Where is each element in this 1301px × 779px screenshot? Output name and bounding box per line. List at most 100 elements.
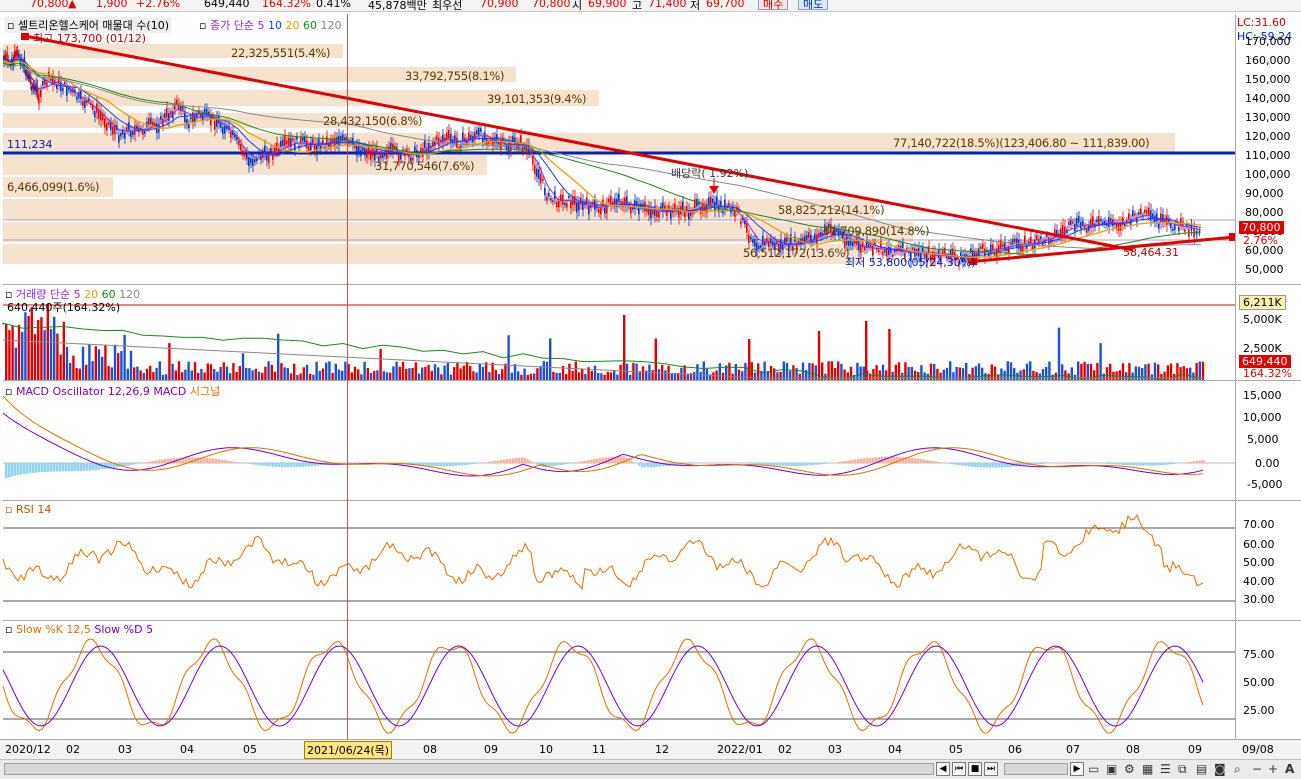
- candle-body: [388, 146, 390, 153]
- candle-body: [122, 130, 124, 135]
- macd-histogram-bar: [845, 460, 848, 463]
- price-axis: LC:31.60 HC:-59.24 170,000 160,000 150,000…: [1235, 14, 1301, 284]
- grid-icon[interactable]: ▤: [1196, 762, 1208, 776]
- candle-body: [52, 76, 54, 86]
- macd-histogram-bar: [758, 463, 761, 465]
- macd-histogram-bar: [650, 463, 653, 468]
- price-pane[interactable]: ▫ 셀트리온헬스케어 매물대 수(10) ▫ 종가 단순 5 10 20 60 …: [2, 14, 1237, 284]
- macd-histogram-bar: [26, 463, 29, 474]
- volume-bar: [590, 371, 593, 381]
- chart-type-icon[interactable]: ▦: [1142, 762, 1154, 776]
- candle-body: [746, 223, 748, 233]
- macd-histogram-bar: [1064, 462, 1067, 463]
- macd-histogram-bar: [1007, 463, 1010, 468]
- scroll-left-icon[interactable]: ◀: [936, 762, 950, 776]
- price-pane-title: ▫ 셀트리온헬스케어 매물대 수(10): [5, 17, 171, 33]
- candle-body: [1038, 238, 1040, 243]
- candle-body: [862, 242, 864, 248]
- macd-histogram-bar: [686, 463, 689, 465]
- zoom-in-icon[interactable]: ▣: [1106, 762, 1118, 776]
- plus-icon[interactable]: +: [1268, 762, 1279, 776]
- legend-box-icon: ▫: [5, 623, 13, 636]
- macd-histogram-bar: [179, 457, 182, 463]
- volume-bar: [1080, 363, 1083, 381]
- sell-button[interactable]: 매도: [798, 0, 829, 11]
- camera-icon[interactable]: ◙: [1214, 762, 1226, 776]
- price-tick: 100,000: [1245, 168, 1291, 181]
- candle-body: [54, 80, 56, 84]
- minus-icon[interactable]: −: [1252, 762, 1263, 776]
- candle-body: [574, 196, 576, 205]
- volume-bar: [965, 362, 968, 381]
- macd-histogram-bar: [545, 463, 548, 467]
- volume-bar: [120, 351, 123, 381]
- candle-body: [418, 154, 420, 158]
- volume-pane[interactable]: ▫ 거래량 단순 5 20 60 120 640,440주(164.32%): [2, 284, 1235, 381]
- candle-body: [598, 208, 600, 213]
- gear-icon[interactable]: ▫: [7, 19, 15, 32]
- candle-body: [62, 87, 64, 91]
- macd-histogram-bar: [458, 463, 461, 466]
- candle-body: [816, 234, 818, 245]
- candle-body: [470, 134, 472, 140]
- candle-body: [132, 131, 134, 136]
- stochastic-chart[interactable]: [2, 621, 1235, 740]
- candle-body: [16, 50, 19, 56]
- rsi-pane[interactable]: ▫ RSI 14: [2, 500, 1235, 621]
- price-tick: 130,000: [1245, 111, 1291, 124]
- candle-body: [658, 211, 660, 218]
- window-icon[interactable]: ⧉: [1178, 762, 1187, 776]
- x-label: 02: [778, 743, 792, 756]
- trend-anchor: [1229, 233, 1237, 241]
- volume-chart[interactable]: [2, 285, 1235, 381]
- stop-icon[interactable]: ■: [968, 762, 982, 776]
- macd-histogram-bar: [290, 463, 293, 468]
- candle-body: [606, 203, 608, 214]
- zoom-out-icon[interactable]: ▭: [1088, 762, 1100, 776]
- stochastic-pane[interactable]: ▫ Slow %K 12,5 Slow %D 5: [2, 620, 1235, 740]
- candle-body: [176, 99, 178, 105]
- page-right-icon[interactable]: ⏭: [984, 762, 998, 776]
- candle-body: [808, 232, 810, 239]
- volume-bar: [529, 373, 533, 381]
- volume-legend: ▫ 거래량 단순 5 20 60 120: [5, 288, 141, 301]
- volume-bar: [833, 367, 837, 381]
- price-chart[interactable]: [2, 14, 1237, 284]
- volume-tick: 5,000K: [1243, 313, 1282, 326]
- macd-pane[interactable]: ▫ MACD Oscillator 12,26,9 MACD 시그널: [2, 380, 1235, 501]
- macd-histogram-bar: [536, 463, 539, 465]
- candle-body: [200, 113, 202, 118]
- volume-bar: [510, 372, 513, 381]
- volume-bar: [497, 373, 501, 381]
- macd-histogram-bar: [17, 463, 20, 476]
- text-tool-icon[interactable]: A: [1285, 762, 1295, 776]
- macd-histogram-bar: [800, 463, 803, 466]
- candle-body: [880, 241, 882, 249]
- buy-button[interactable]: 매수: [758, 0, 789, 11]
- candle-body: [1124, 223, 1126, 226]
- volume-bar: [1009, 362, 1013, 381]
- volume-value: 649,440: [204, 0, 250, 10]
- page-left-icon[interactable]: ⏮: [952, 762, 966, 776]
- scroll-right-icon[interactable]: ▶: [1070, 762, 1084, 776]
- rsi-axis: 70.00 60.00 50.00 40.00 30.00: [1235, 500, 1301, 620]
- candle-body: [958, 262, 960, 267]
- candle-body: [1076, 218, 1078, 226]
- zoom-slider[interactable]: [1004, 763, 1068, 775]
- settings-icon[interactable]: ⚙: [1124, 762, 1135, 776]
- candle-body: [314, 144, 316, 152]
- candle-body: [960, 252, 962, 260]
- macd-histogram-bar: [41, 463, 44, 473]
- horizontal-scrollbar[interactable]: [4, 763, 934, 775]
- candle-body: [728, 203, 730, 206]
- candle-body: [662, 202, 664, 212]
- macd-chart[interactable]: [2, 381, 1235, 501]
- candle-body: [192, 112, 194, 123]
- list-icon[interactable]: ☰: [1160, 762, 1171, 776]
- rsi-chart[interactable]: [2, 501, 1235, 621]
- macd-histogram-bar: [155, 460, 158, 463]
- candle-body: [842, 231, 844, 239]
- volume-bar: [101, 356, 104, 381]
- macd-histogram-bar: [806, 463, 809, 466]
- magnifier-icon[interactable]: ⌕: [1234, 762, 1241, 776]
